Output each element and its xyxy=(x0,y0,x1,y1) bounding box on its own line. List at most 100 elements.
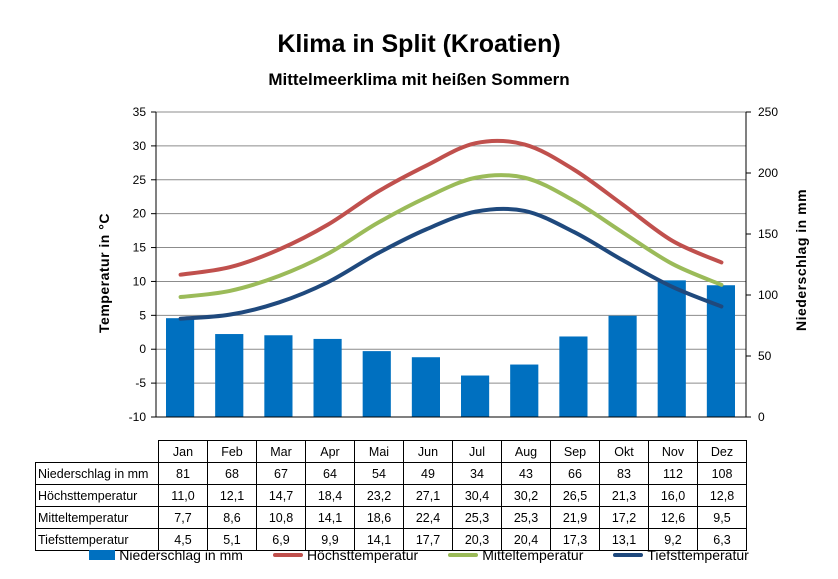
x-tick-label: Okt xyxy=(599,440,649,463)
legend-label: Tiefsttemperatur xyxy=(647,547,749,563)
table-cell: 18,4 xyxy=(305,484,355,507)
table-cell: 8,6 xyxy=(207,506,257,529)
table-cell: 4,5 xyxy=(158,528,208,551)
table-corner xyxy=(36,441,159,463)
data-table: Jan Feb Mar Apr Mai Jun Jul Aug Sep Okt Nov Dez Nied… xyxy=(35,440,747,551)
table-cell: 16,0 xyxy=(648,484,698,507)
legend-label: Niederschlag in mm xyxy=(119,547,243,563)
table-cell: 9,9 xyxy=(305,528,355,551)
y-left-tick-label: -10 xyxy=(129,410,147,424)
table-cell: 68 xyxy=(207,462,257,485)
table-cell: 11,0 xyxy=(158,484,208,507)
bar-niederschlag xyxy=(608,315,637,417)
table-cell: 10,8 xyxy=(256,506,306,529)
legend-swatch xyxy=(613,553,644,557)
bar-niederschlag xyxy=(215,334,244,417)
x-tick-label: Apr xyxy=(305,440,355,463)
table-cell: 12,6 xyxy=(648,506,698,529)
table-cell: 112 xyxy=(648,462,698,485)
table-cell: 12,1 xyxy=(207,484,257,507)
legend-item: Mitteltemperatur xyxy=(448,547,583,563)
bar-niederschlag xyxy=(313,338,342,417)
bar-niederschlag xyxy=(264,335,293,417)
table-cell: 14,1 xyxy=(305,506,355,529)
table-cell: 108 xyxy=(697,462,747,485)
x-tick-label: Nov xyxy=(648,440,698,463)
chart-title: Klima in Split (Kroatien) xyxy=(277,30,561,58)
table-cell: 6,3 xyxy=(697,528,747,551)
table-row-label: Höchsttemperatur xyxy=(35,484,159,507)
x-tick-label: Aug xyxy=(501,440,551,463)
table-cell: 25,3 xyxy=(452,506,502,529)
y-right-tick-label: 200 xyxy=(758,166,778,180)
legend-item: Höchsttemperatur xyxy=(272,547,418,563)
table-row: Höchsttemperatur 11,0 12,1 14,7 18,4 23,2 27,1… xyxy=(35,484,747,507)
y-right-tick-label: 50 xyxy=(758,349,772,363)
table-row-label: Mitteltemperatur xyxy=(35,506,159,529)
x-tick-label: Dez xyxy=(697,440,747,463)
y-left-tick-label: 0 xyxy=(139,342,146,356)
table-row: Tiefsttemperatur 4,5 5,1 6,9 9,9 14,1 17,7 20,3… xyxy=(35,528,747,551)
table-cell: 67 xyxy=(256,462,306,485)
table-cell: 9,2 xyxy=(648,528,698,551)
y-right-tick-label: 250 xyxy=(758,105,778,119)
legend-item: Tiefsttemperatur xyxy=(613,547,749,563)
table-cell: 14,7 xyxy=(256,484,306,507)
bar-niederschlag xyxy=(166,318,195,417)
table-cell: 64 xyxy=(305,462,355,485)
x-tick-label: Jul xyxy=(452,440,502,463)
line-mitteltemperatur xyxy=(178,173,724,300)
y-left-tick-label: 10 xyxy=(133,274,147,288)
bar-niederschlag xyxy=(559,336,588,417)
y-left-tick-label: 30 xyxy=(133,139,147,153)
legend-swatch xyxy=(448,553,479,557)
table-cell: 22,4 xyxy=(403,506,453,529)
table-header-row: Jan Feb Mar Apr Mai Jun Jul Aug Sep Okt Nov Dez xyxy=(36,440,747,463)
legend-label: Mitteltemperatur xyxy=(482,547,584,563)
table-cell: 25,3 xyxy=(501,506,551,529)
legend: Niederschlag in mm Höchsttemperatur Mittel… xyxy=(0,547,838,563)
table-cell: 81 xyxy=(158,462,208,485)
y-left-tick-label: 20 xyxy=(133,207,147,221)
table-cell: 49 xyxy=(403,462,453,485)
table-cell: 20,3 xyxy=(452,528,502,551)
legend-swatch xyxy=(89,550,116,560)
table-cell: 12,8 xyxy=(697,484,747,507)
table-cell: 18,6 xyxy=(354,506,404,529)
table-cell: 83 xyxy=(599,462,649,485)
table-cell: 27,1 xyxy=(403,484,453,507)
table-cell: 21,9 xyxy=(550,506,600,529)
table-row-label: Tiefsttemperatur xyxy=(35,528,159,551)
table-cell: 21,3 xyxy=(599,484,649,507)
legend-swatch xyxy=(272,553,303,557)
table-cell: 30,4 xyxy=(452,484,502,507)
table-cell: 17,3 xyxy=(550,528,600,551)
table-cell: 34 xyxy=(452,462,502,485)
bar-niederschlag xyxy=(510,364,539,417)
table-cell: 13,1 xyxy=(599,528,649,551)
table-cell: 5,1 xyxy=(207,528,257,551)
table-cell: 23,2 xyxy=(354,484,404,507)
chart-subtitle: Mittelmeerklima mit heißen Sommern xyxy=(268,70,570,89)
table-cell: 66 xyxy=(550,462,600,485)
y-left-tick-label: 35 xyxy=(133,105,147,119)
bar-niederschlag xyxy=(657,280,686,417)
bar-niederschlag xyxy=(362,351,391,417)
y-left-tick-label: 5 xyxy=(139,308,146,322)
table-cell: 17,2 xyxy=(599,506,649,529)
y-right-tick-label: 150 xyxy=(758,227,778,241)
table-cell: 7,7 xyxy=(158,506,208,529)
table-cell: 30,2 xyxy=(501,484,551,507)
y-right-tick-label: 0 xyxy=(758,410,765,424)
x-tick-label: Mar xyxy=(256,440,306,463)
bar-niederschlag xyxy=(411,357,440,417)
y-left-tick-label: -5 xyxy=(135,376,146,390)
table-row: Mitteltemperatur 7,7 8,6 10,8 14,1 18,6 22,4 25… xyxy=(35,506,747,529)
x-tick-label: Sep xyxy=(550,440,600,463)
table-cell: 26,5 xyxy=(550,484,600,507)
x-tick-label: Jun xyxy=(403,440,453,463)
table-cell: 43 xyxy=(501,462,551,485)
table-cell: 9,5 xyxy=(697,506,747,529)
y-right-tick-label: 100 xyxy=(758,288,778,302)
